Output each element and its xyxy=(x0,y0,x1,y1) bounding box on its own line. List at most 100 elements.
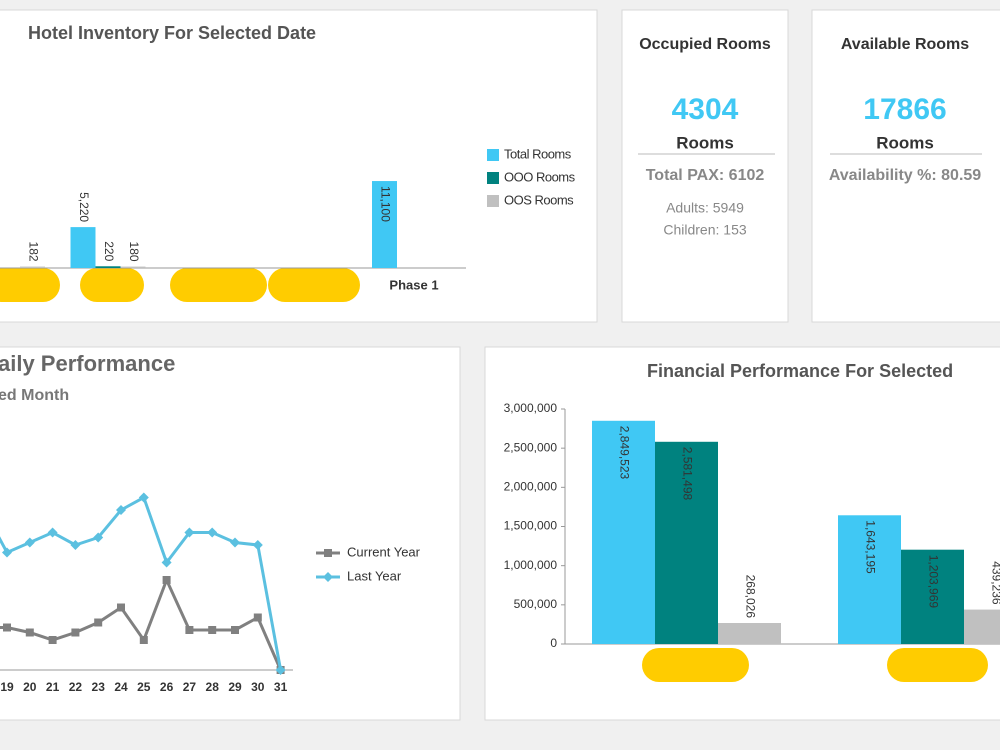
chart-title: Financial Performance For Selected xyxy=(647,361,953,381)
available-card xyxy=(811,9,1000,323)
data-label: 220 xyxy=(102,241,116,261)
redaction xyxy=(0,268,60,302)
marker xyxy=(139,636,148,644)
bar xyxy=(901,549,964,644)
card-value: 17866 xyxy=(863,93,946,126)
data-label: 5,220 xyxy=(77,192,91,222)
redaction xyxy=(80,268,144,302)
marker xyxy=(231,626,239,634)
marker xyxy=(93,532,104,543)
marker xyxy=(162,576,171,584)
legend-marker xyxy=(323,572,333,582)
y-tick-label: 1,500,000 xyxy=(504,519,558,533)
legend-label: Current Year xyxy=(347,544,421,559)
redaction xyxy=(268,268,360,302)
marker xyxy=(161,557,172,568)
data-label: 268,026 xyxy=(743,575,757,619)
bar xyxy=(70,227,96,268)
bar xyxy=(95,266,121,268)
card-title: Occupied Rooms xyxy=(639,36,771,53)
y-tick-label: 0 xyxy=(550,636,557,650)
marker xyxy=(71,628,80,637)
legend-swatch xyxy=(487,172,499,184)
x-tick-label: 24 xyxy=(114,680,128,694)
marker xyxy=(117,603,125,612)
bar xyxy=(592,420,655,644)
data-label: 2,849,523 xyxy=(617,426,631,480)
marker xyxy=(116,505,126,515)
marker xyxy=(2,547,12,558)
occupied-card xyxy=(621,9,789,323)
bar xyxy=(964,609,1000,644)
daily-panel xyxy=(0,346,461,721)
line xyxy=(0,495,283,671)
marker xyxy=(275,665,286,675)
legend-swatch xyxy=(487,149,499,161)
marker xyxy=(3,623,11,632)
x-tick-label: 21 xyxy=(46,680,60,694)
marker xyxy=(94,618,103,627)
bar xyxy=(718,623,781,644)
x-tick-label: 30 xyxy=(251,680,265,694)
marker xyxy=(47,527,58,538)
marker xyxy=(138,492,149,503)
marker xyxy=(230,537,240,548)
legend-swatch xyxy=(487,195,499,207)
marker xyxy=(207,527,218,538)
x-tick-label: 29 xyxy=(228,680,242,694)
x-tick-label: 28 xyxy=(206,680,220,694)
y-tick-label: 1,000,000 xyxy=(504,558,558,572)
chart-title: aily Performance xyxy=(0,351,175,376)
legend-label: OOO Rooms xyxy=(504,169,576,184)
data-label: 2,581,498 xyxy=(680,447,694,501)
x-tick-label: 27 xyxy=(183,680,197,694)
legend-label: Total Rooms xyxy=(504,146,572,161)
data-label: 182 xyxy=(26,242,40,262)
marker xyxy=(70,540,81,550)
chart-subtitle: ed Month xyxy=(0,387,69,404)
x-tick-label: 20 xyxy=(23,680,37,694)
marker xyxy=(24,537,35,548)
card-unit: Rooms xyxy=(676,133,734,152)
marker xyxy=(185,626,194,634)
card-title: Available Rooms xyxy=(841,36,969,53)
y-tick-label: 2,000,000 xyxy=(504,480,558,494)
data-label: 11,100 xyxy=(378,186,392,222)
redaction xyxy=(642,648,749,682)
bar xyxy=(20,266,45,268)
y-tick-label: 2,500,000 xyxy=(504,440,558,454)
data-label: 1,643,195 xyxy=(863,520,877,574)
marker xyxy=(253,613,262,622)
x-tick-label: 31 xyxy=(274,680,288,694)
bar xyxy=(838,515,901,644)
x-tick-label: Phase 1 xyxy=(389,277,438,292)
x-tick-label: 23 xyxy=(92,680,106,694)
marker xyxy=(25,628,34,637)
data-label: 180 xyxy=(127,242,141,262)
y-tick-label: 3,000,000 xyxy=(504,401,558,415)
legend-label: Last Year xyxy=(347,568,402,583)
marker xyxy=(252,540,263,550)
card-detail: Children: 153 xyxy=(663,222,746,238)
x-tick-label: 19 xyxy=(0,680,14,694)
marker xyxy=(48,636,57,644)
bar xyxy=(655,441,718,644)
redaction xyxy=(887,648,988,682)
legend-label: OOS Rooms xyxy=(504,192,574,207)
card-value: 4304 xyxy=(672,93,739,126)
bar xyxy=(120,266,146,268)
card-summary: Availability %: 80.59 xyxy=(829,167,981,184)
card-detail: Adults: 5949 xyxy=(666,200,744,216)
chart-title: Hotel Inventory For Selected Date xyxy=(28,23,316,43)
card-summary: Total PAX: 6102 xyxy=(646,167,765,184)
x-tick-label: 25 xyxy=(137,680,151,694)
marker xyxy=(208,626,217,634)
marker xyxy=(184,527,195,538)
x-tick-label: 26 xyxy=(160,680,174,694)
bar xyxy=(372,181,397,268)
card-unit: Rooms xyxy=(876,133,934,152)
x-tick-label: 22 xyxy=(69,680,83,694)
redaction xyxy=(170,268,267,302)
